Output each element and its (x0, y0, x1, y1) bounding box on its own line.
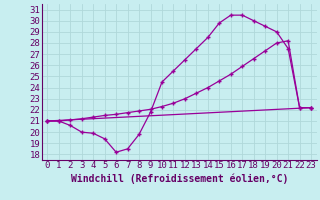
X-axis label: Windchill (Refroidissement éolien,°C): Windchill (Refroidissement éolien,°C) (70, 173, 288, 184)
